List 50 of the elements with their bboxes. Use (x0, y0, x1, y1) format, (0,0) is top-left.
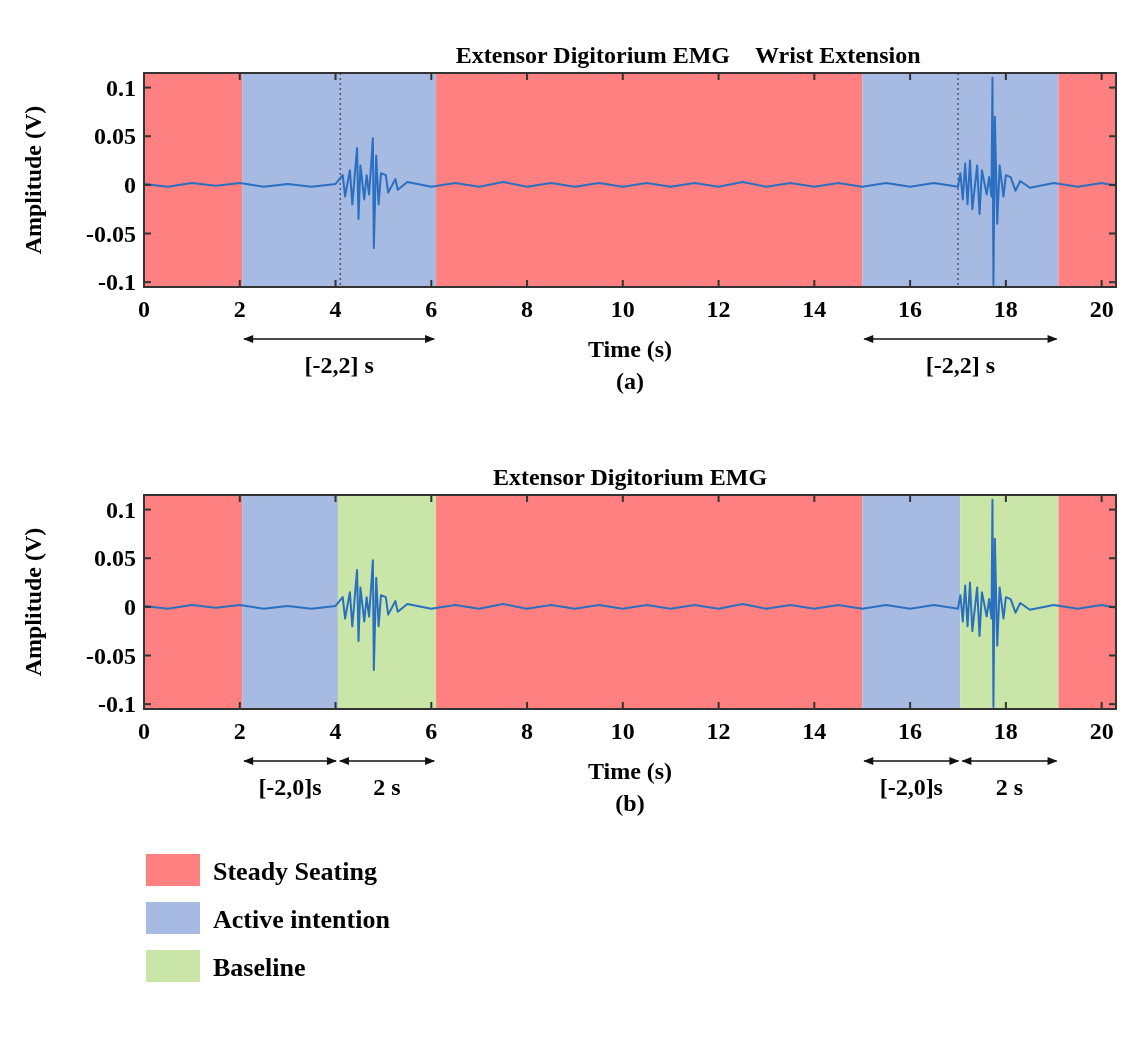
chart-title: Extensor Digitorium EMG (455, 42, 731, 68)
y-tick-label: 0.1 (106, 496, 136, 523)
legend-label: Steady Seating (213, 857, 377, 886)
y-tick-label: 0.1 (106, 74, 136, 101)
x-tick-label: 16 (898, 718, 923, 744)
text: (a) (616, 368, 644, 394)
y-tick-label: -0.1 (98, 691, 136, 718)
text: 2 s (995, 774, 1024, 800)
text: [-2,2] s (925, 352, 996, 378)
y-tick-label: 0.05 (94, 123, 136, 150)
text: [-2,0]s (258, 774, 322, 800)
chart-title: Extensor Digitorium EMG (492, 464, 768, 490)
x-tick-label: 14 (802, 296, 827, 322)
y-tick-label: 0.05 (94, 545, 136, 572)
line-series (143, 498, 1117, 709)
x-tick-label: 4 (329, 718, 342, 744)
chart-subtitle: Wrist Extension (755, 42, 921, 68)
x-axis-title: Time (s) (587, 336, 673, 362)
x-tick-label: 8 (521, 718, 534, 744)
x-tick-label: 6 (425, 718, 438, 744)
y-axis-title: Amplitude (V) (20, 527, 46, 677)
x-axis-title: Time (s) (587, 758, 673, 784)
x-tick-label: 12 (706, 718, 731, 744)
y-tick-label: -0.05 (86, 642, 136, 669)
line-series (143, 76, 1117, 287)
y-tick-label: -0.1 (98, 269, 136, 296)
x-tick-label: 12 (706, 296, 731, 322)
x-tick-label: 10 (610, 296, 635, 322)
x-tick-label: 20 (1089, 296, 1114, 322)
x-tick-label: 4 (329, 296, 342, 322)
text: 2 s (373, 774, 401, 800)
x-tick-label: 10 (610, 718, 635, 744)
text: [-2,2] s (304, 352, 374, 378)
x-tick-label: 6 (425, 296, 438, 322)
text: (b) (615, 790, 645, 816)
x-tick-label: 16 (898, 296, 923, 322)
y-tick-label: 0 (124, 593, 136, 620)
x-tick-label: 18 (993, 296, 1018, 322)
x-tick-label: 18 (993, 718, 1018, 744)
x-tick-label: 20 (1089, 718, 1114, 744)
x-tick-label: 2 (233, 296, 246, 322)
y-tick-label: 0 (124, 171, 136, 198)
text: [-2,0]s (879, 774, 943, 800)
legend-label: Active intention (213, 905, 391, 934)
x-tick-label: 8 (521, 296, 534, 322)
legend-label: Baseline (213, 953, 306, 982)
y-axis-title: Amplitude (V) (20, 105, 46, 255)
x-tick-label: 14 (802, 718, 827, 744)
y-tick-label: -0.05 (86, 220, 136, 247)
x-tick-label: 2 (233, 718, 246, 744)
